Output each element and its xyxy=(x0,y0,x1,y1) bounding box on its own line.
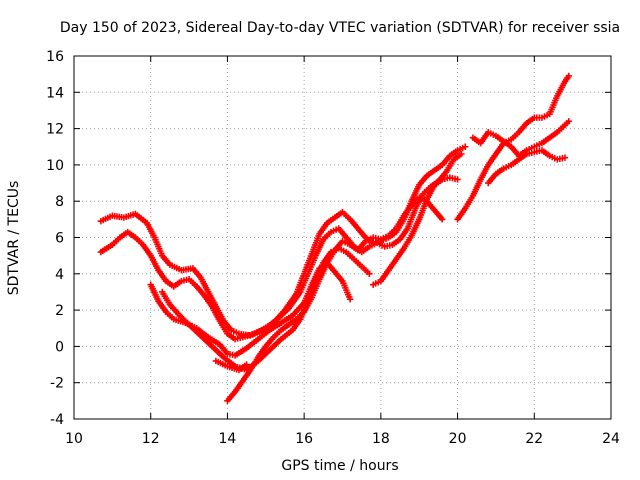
grid xyxy=(74,56,611,419)
x-tick-label: 14 xyxy=(219,431,237,447)
y-tick-label: 16 xyxy=(46,49,64,65)
y-tick-label: 2 xyxy=(55,303,64,319)
y-tick-label: 10 xyxy=(46,158,64,174)
data-series xyxy=(97,72,573,405)
y-tick-label: -2 xyxy=(50,376,64,392)
x-tick-label: 12 xyxy=(142,431,160,447)
data-point xyxy=(561,154,569,161)
series-track-6 xyxy=(224,194,446,405)
x-tick-label: 24 xyxy=(602,431,620,447)
y-tick-label: 14 xyxy=(46,85,64,101)
series-track-2 xyxy=(97,150,465,343)
x-tick-label: 22 xyxy=(525,431,543,447)
data-point xyxy=(366,270,373,277)
series-track-5 xyxy=(212,357,250,374)
data-point xyxy=(439,216,446,223)
plot-frame xyxy=(73,55,612,420)
series-track-9 xyxy=(469,118,573,160)
series-track-7 xyxy=(369,174,461,288)
x-tick-label: 20 xyxy=(449,431,467,447)
x-tick-label: 16 xyxy=(295,431,313,447)
data-point xyxy=(458,150,465,158)
chart-title: Day 150 of 2023, Sidereal Day-to-day VTE… xyxy=(60,20,620,36)
y-axis-label: SDTVAR / TECUs xyxy=(6,181,22,296)
data-point xyxy=(462,143,469,150)
y-tick-label: 0 xyxy=(55,339,64,355)
data-point xyxy=(346,296,354,303)
y-tick-label: 12 xyxy=(46,122,64,138)
y-tick-label: 6 xyxy=(55,231,64,247)
data-point xyxy=(565,118,573,125)
y-tick-label: 4 xyxy=(55,267,64,283)
x-tick-label: 18 xyxy=(372,431,390,447)
data-point xyxy=(454,176,461,183)
y-tick-label: -4 xyxy=(50,412,64,428)
series-track-10 xyxy=(485,147,569,187)
x-axis-label: GPS time / hours xyxy=(281,458,398,474)
data-point xyxy=(243,361,250,368)
y-tick-label: 8 xyxy=(55,194,64,210)
x-tick-label: 10 xyxy=(65,431,83,447)
data-point xyxy=(565,72,573,80)
